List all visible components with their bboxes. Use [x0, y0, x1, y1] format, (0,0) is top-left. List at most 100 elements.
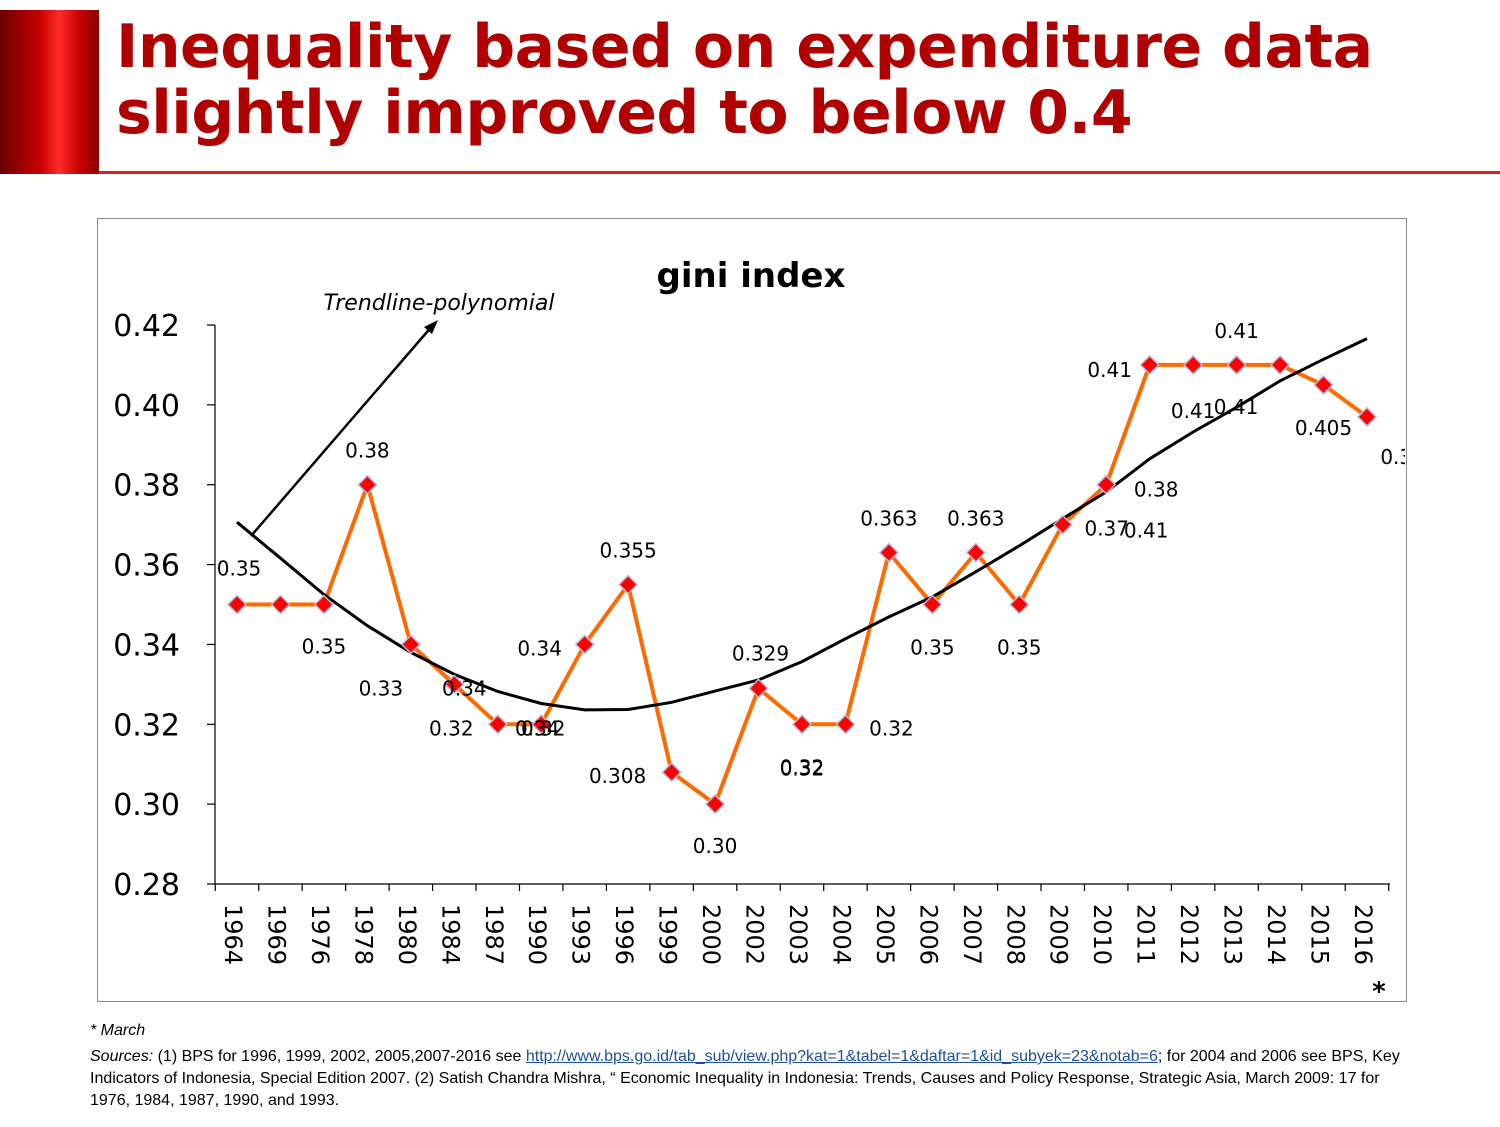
trendline-polynomial — [236, 337, 1368, 712]
data-label: 0.308 — [589, 764, 646, 788]
data-label: 0.329 — [732, 641, 789, 665]
x-tick-label: 2015 — [1306, 904, 1334, 965]
data-label: 0.35 — [217, 557, 262, 581]
data-point — [661, 762, 682, 783]
trendline-annotation: Trendline-polynomial — [324, 291, 555, 316]
y-tick-label: 0.34 — [113, 628, 180, 663]
data-label: 0.41 — [1087, 358, 1132, 382]
data-point — [313, 594, 334, 615]
x-tick-label: 2007 — [958, 904, 986, 965]
x-tick-label: 1976 — [306, 904, 334, 965]
data-label: 0.41 — [1214, 319, 1259, 343]
data-label: 0.32 — [780, 756, 825, 780]
x-tick-label: 1984 — [436, 904, 464, 965]
x-tick-label: 2003 — [784, 904, 812, 965]
data-label: 0.32 — [780, 755, 825, 779]
data-label: 0.38 — [345, 439, 390, 463]
data-point — [1183, 354, 1204, 375]
data-point — [1313, 374, 1334, 395]
data-label: 0.38 — [1134, 478, 1179, 502]
x-tick-asterisk: * — [1372, 977, 1386, 1000]
data-label: 0.34 — [442, 676, 487, 700]
sources-link[interactable]: http://www.bps.go.id/tab_sub/view.php?ka… — [525, 1048, 1158, 1065]
x-tick-label: 2012 — [1175, 904, 1203, 965]
x-tick-label: 2002 — [741, 904, 769, 965]
data-label: 0.35 — [302, 635, 347, 659]
sources-text-2: ; for 2004 and 2006 see BPS, Key Indicat… — [90, 1048, 1400, 1109]
x-tick-label: 1987 — [480, 904, 508, 965]
x-tick-label: 1980 — [393, 904, 421, 965]
y-tick-label: 0.40 — [113, 389, 180, 424]
data-point — [574, 634, 595, 655]
sources-text-1: (1) BPS for 1996, 1999, 2002, 2005,2007-… — [153, 1048, 526, 1065]
x-tick-label: 2014 — [1262, 904, 1290, 965]
data-point — [1052, 514, 1073, 535]
page-title: Inequality based on expenditure data sli… — [116, 14, 1486, 146]
sources-label: Sources: — [90, 1048, 154, 1065]
data-point — [922, 594, 943, 615]
data-label: 0.37 — [1084, 517, 1129, 541]
y-tick-label: 0.38 — [113, 469, 180, 504]
data-point — [878, 542, 899, 563]
data-point — [357, 474, 378, 495]
data-label: 0.41 — [1214, 395, 1259, 419]
data-point — [226, 594, 248, 615]
data-label: 0.34 — [515, 716, 560, 740]
data-label: 0.363 — [947, 507, 1004, 531]
data-point — [748, 678, 769, 699]
x-tick-label: 2000 — [697, 904, 725, 965]
x-tick-label: 1996 — [610, 904, 638, 965]
y-tick-label: 0.28 — [113, 868, 180, 903]
data-point — [618, 574, 639, 595]
x-tick-label: 2009 — [1045, 904, 1073, 965]
x-tick-label: 1969 — [262, 904, 290, 965]
x-tick-label: 2010 — [1088, 904, 1116, 965]
x-tick-label: 1993 — [567, 904, 595, 965]
data-point — [965, 542, 986, 563]
data-label: 0.33 — [359, 676, 404, 700]
title-line-1: Inequality based on expenditure data — [116, 12, 1373, 82]
annotation-arrowhead — [424, 320, 438, 334]
data-point — [835, 714, 856, 735]
data-point — [1269, 354, 1291, 375]
data-label: 0.35 — [997, 636, 1042, 660]
data-point — [444, 674, 465, 695]
data-point — [1226, 354, 1247, 375]
data-label: 0.363 — [860, 507, 917, 531]
data-point — [1096, 474, 1117, 495]
data-point — [400, 634, 421, 655]
data-label: 0.32 — [521, 716, 566, 740]
x-tick-label: 2011 — [1132, 904, 1160, 965]
y-tick-label: 0.36 — [113, 549, 180, 584]
data-point — [487, 714, 508, 735]
data-point — [1139, 354, 1160, 375]
data-label: 0.397 — [1380, 445, 1405, 469]
data-label: 0.355 — [600, 539, 657, 563]
data-point — [1356, 406, 1378, 427]
chart-frame: gini index 0.28 0.30 0.32 0.34 0.36 0.38 0.40 0.… — [97, 218, 1407, 1002]
data-label: 0.405 — [1295, 416, 1352, 440]
x-tick-label: 1978 — [349, 904, 377, 965]
title-line-2: slightly improved to below 0.4 — [116, 78, 1133, 148]
y-tick-label: 0.42 — [113, 309, 180, 344]
x-tick-label: 2006 — [914, 904, 942, 965]
data-label: 0.35 — [910, 636, 955, 660]
data-label: 0.32 — [869, 716, 914, 740]
annotation-arrow-line — [250, 324, 434, 537]
data-label: 0.30 — [693, 834, 738, 858]
data-label: 0.32 — [429, 716, 474, 740]
x-tick-label: 2013 — [1219, 904, 1247, 965]
title-divider — [99, 171, 1500, 174]
title-accent-bar — [0, 10, 99, 174]
y-tick-label: 0.32 — [113, 708, 180, 743]
data-point — [704, 794, 726, 815]
data-point — [531, 714, 552, 735]
sources-note: Sources: (1) BPS for 1996, 1999, 2002, 2… — [90, 1046, 1420, 1112]
x-tick-label: 2005 — [871, 904, 899, 965]
data-point — [270, 594, 291, 615]
chart-title: gini index — [657, 256, 846, 296]
footnote-march: * March — [90, 1022, 146, 1039]
data-point — [1009, 594, 1030, 615]
y-tick-label: 0.30 — [113, 788, 180, 823]
data-point — [791, 714, 813, 735]
